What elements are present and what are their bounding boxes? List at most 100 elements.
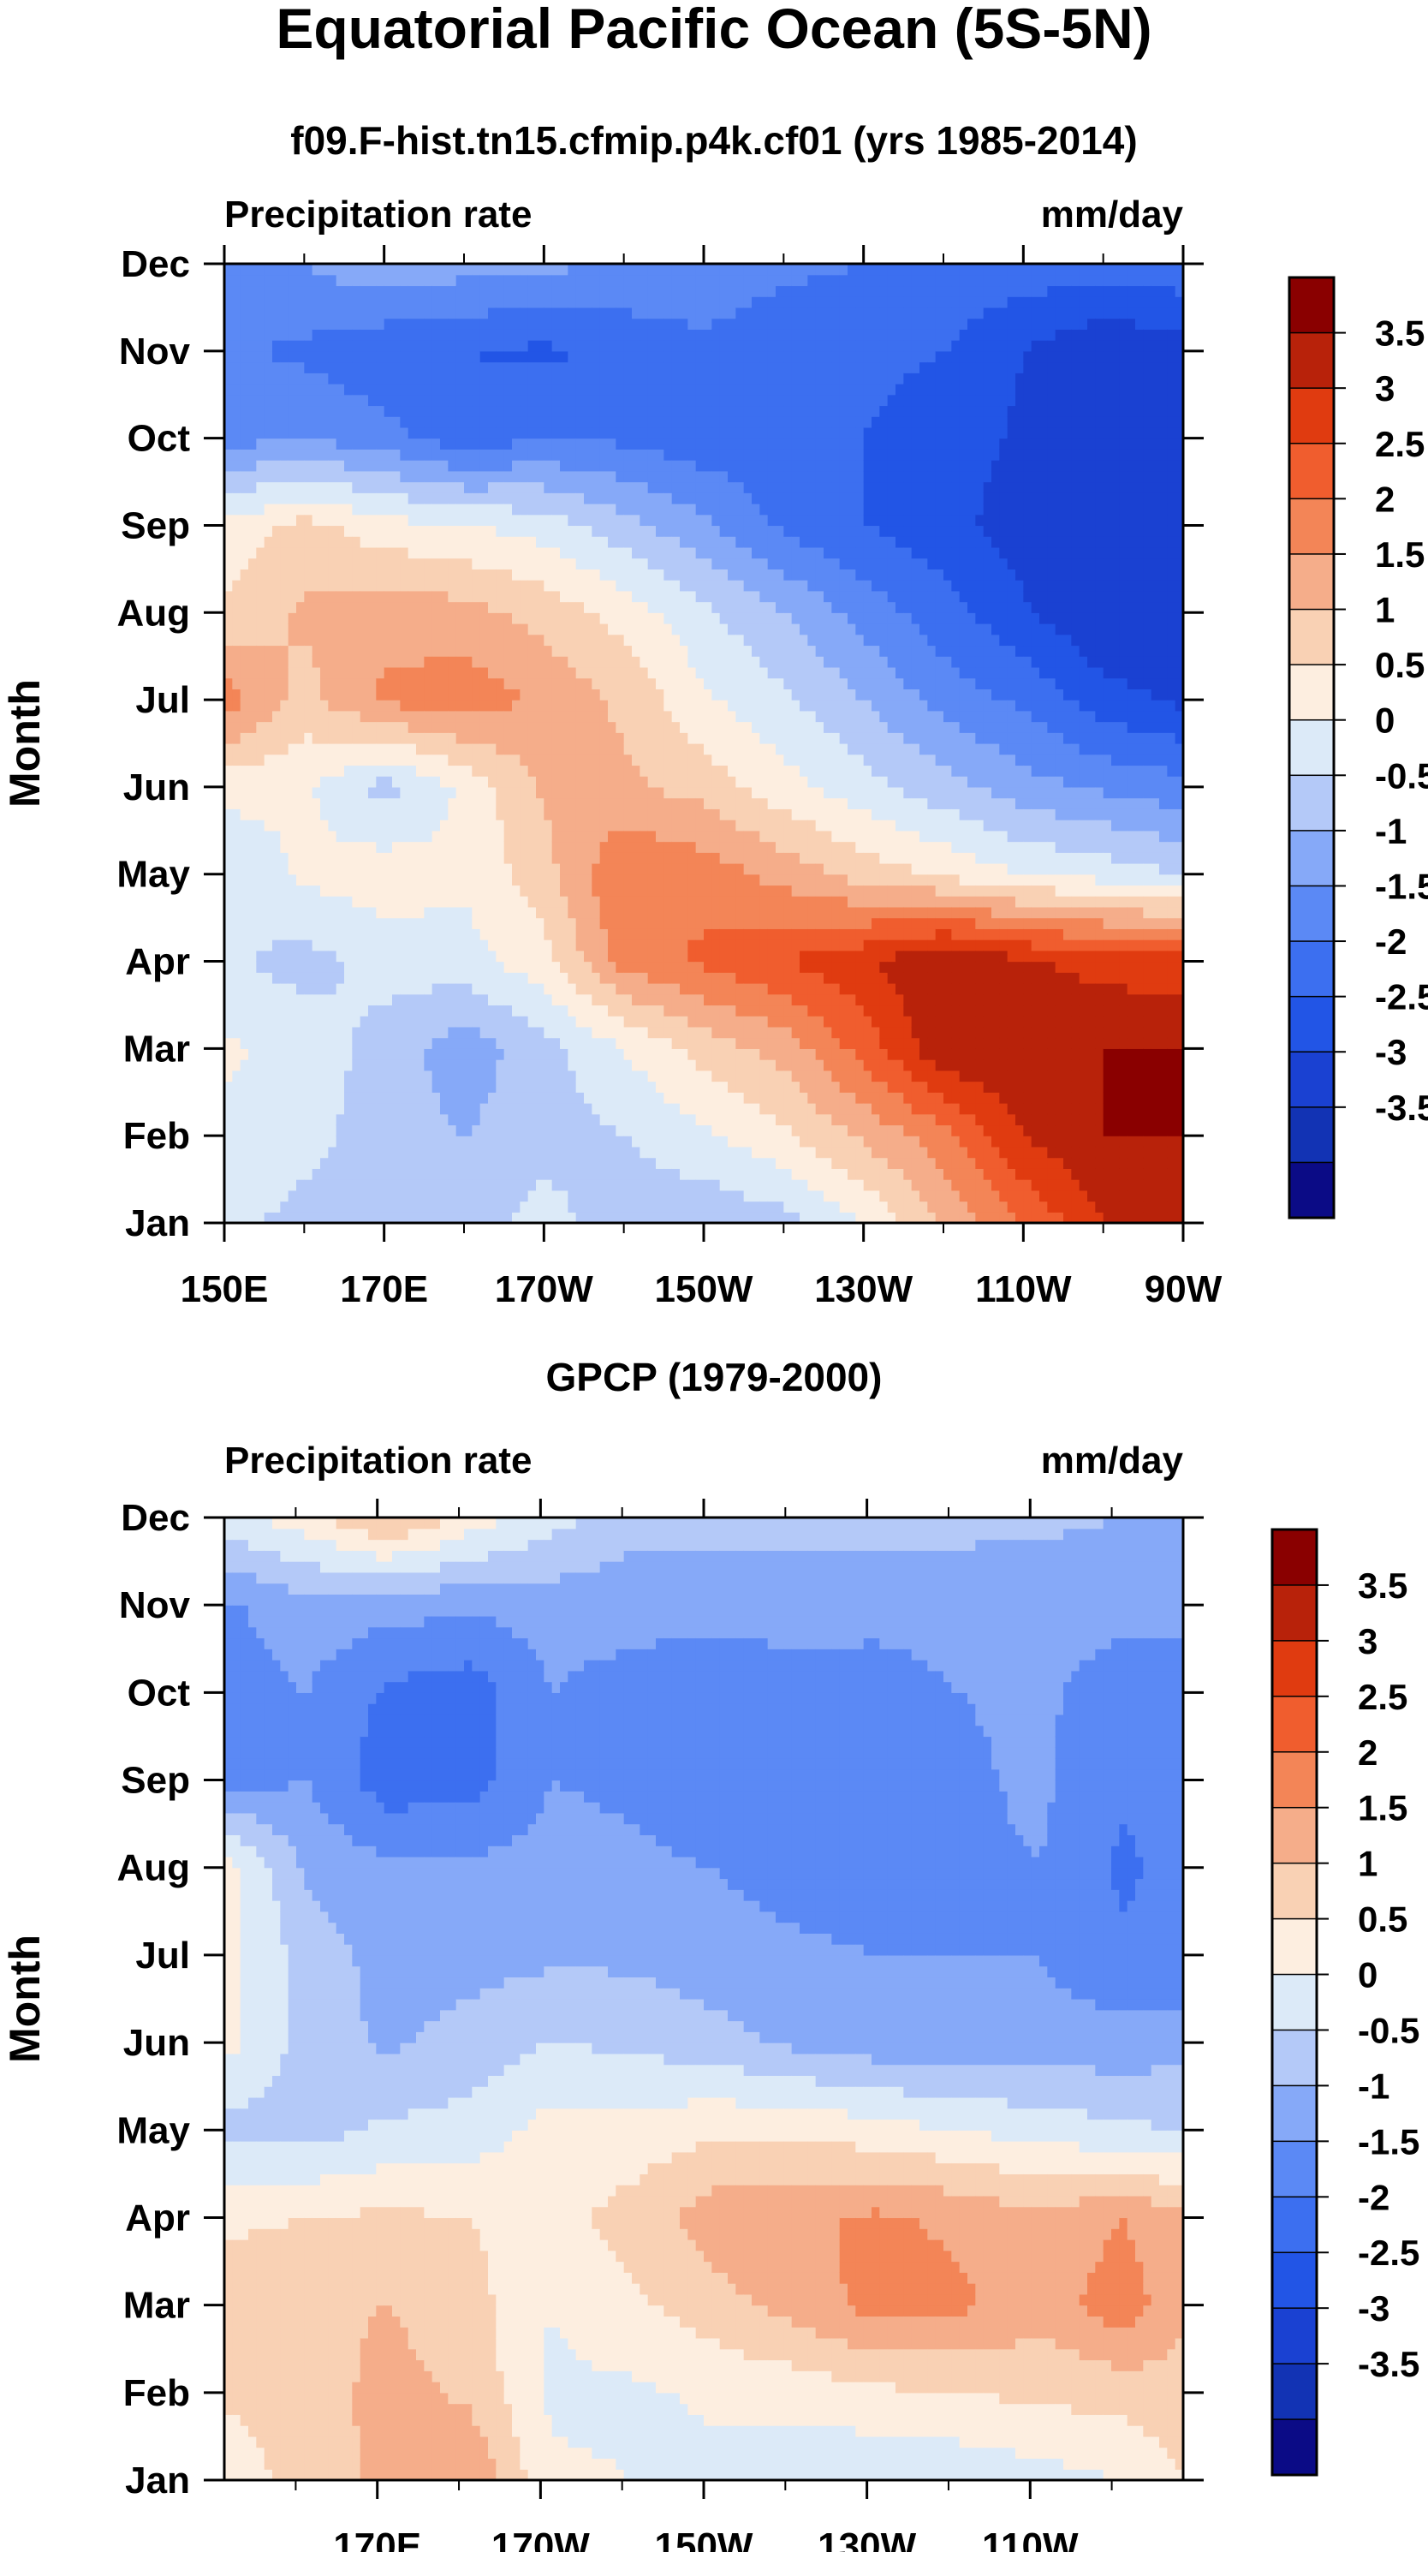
heatmap-cell: [455, 993, 465, 1006]
heatmap-cell: [224, 1092, 233, 1104]
heatmap-cell: [368, 601, 377, 613]
heatmap-cell: [416, 885, 425, 897]
heatmap-cell: [440, 710, 449, 723]
heatmap-cell: [312, 285, 321, 297]
heatmap-cell: [384, 373, 393, 385]
heatmap-cell: [656, 274, 664, 287]
heatmap-cell: [616, 939, 625, 951]
heatmap-cell: [520, 721, 529, 733]
heatmap-cell: [336, 1037, 345, 1049]
heatmap-cell: [256, 405, 265, 417]
heatmap-cell: [431, 438, 441, 450]
heatmap-cell: [479, 666, 489, 679]
heatmap-cell: [400, 874, 409, 886]
heatmap-cell: [520, 700, 529, 712]
heatmap-cell: [224, 481, 233, 493]
heatmap-cell: [640, 416, 649, 428]
heatmap-cell: [256, 700, 265, 712]
heatmap-cell: [400, 1168, 409, 1180]
heatmap-cell: [256, 874, 265, 886]
heatmap-cell: [671, 1136, 681, 1148]
heatmap-cell: [536, 1168, 544, 1180]
heatmap-cell: [336, 1146, 345, 1159]
heatmap-cell: [264, 874, 273, 886]
heatmap-cell: [464, 536, 473, 548]
heatmap-cell: [592, 896, 601, 908]
heatmap-cell: [272, 449, 281, 461]
heatmap-cell: [320, 1059, 329, 1071]
heatmap-cell: [568, 546, 577, 559]
heatmap-cell: [384, 666, 393, 679]
heatmap-cell: [488, 340, 497, 352]
heatmap-cell: [520, 492, 529, 504]
heatmap-cell: [496, 863, 505, 875]
heatmap-cell: [320, 634, 329, 647]
heatmap-cell: [544, 264, 553, 276]
heatmap-cell: [240, 1005, 249, 1017]
heatmap-cell: [599, 318, 609, 330]
heatmap-cell: [232, 808, 241, 820]
heatmap-cell: [416, 384, 425, 396]
heatmap-cell: [640, 1124, 649, 1136]
heatmap-cell: [472, 1124, 481, 1136]
heatmap-cell: [416, 601, 425, 613]
heatmap-cell: [280, 950, 289, 963]
heatmap-cell: [551, 612, 561, 624]
heatmap-cell: [623, 950, 633, 963]
heatmap-cell: [376, 961, 385, 973]
heatmap-cell: [632, 808, 640, 820]
heatmap-cell: [384, 917, 393, 929]
heatmap-cell: [663, 384, 673, 396]
heatmap-cell: [288, 896, 297, 908]
heatmap-cell: [551, 666, 561, 679]
heatmap-cell: [248, 1124, 257, 1136]
heatmap-cell: [656, 546, 664, 559]
heatmap-cell: [352, 580, 361, 592]
heatmap-cell: [640, 558, 649, 569]
heatmap-cell: [232, 863, 241, 875]
heatmap-cell: [536, 426, 544, 439]
heatmap-cell: [632, 569, 640, 581]
heatmap-cell: [503, 852, 513, 864]
heatmap-cell: [616, 318, 625, 330]
heatmap-cell: [384, 601, 393, 613]
heatmap-cell: [431, 1179, 441, 1191]
heatmap-cell: [575, 1092, 585, 1104]
heatmap-cell: [336, 1103, 345, 1115]
heatmap-cell: [647, 754, 657, 766]
heatmap-cell: [520, 307, 529, 319]
heatmap-cell: [384, 405, 393, 417]
heatmap-cell: [568, 786, 577, 799]
heatmap-cell: [320, 1016, 329, 1028]
heatmap-cell: [544, 874, 553, 886]
heatmap-cell: [544, 1124, 553, 1136]
heatmap-cell: [551, 1048, 561, 1060]
heatmap-cell: [384, 874, 393, 886]
heatmap-cell: [280, 481, 289, 493]
heatmap-cell: [392, 841, 401, 853]
heatmap-cell: [328, 514, 337, 527]
heatmap-cell: [368, 1092, 377, 1104]
heatmap-cell: [488, 721, 497, 733]
heatmap-cell: [376, 405, 385, 417]
heatmap-cell: [671, 1092, 681, 1104]
heatmap-cell: [256, 449, 265, 461]
heatmap-cell: [503, 917, 513, 929]
heatmap-cell: [424, 666, 433, 679]
heatmap-cell: [663, 274, 673, 287]
heatmap-cell: [344, 590, 353, 603]
heatmap-cell: [512, 569, 521, 581]
heatmap-cell: [328, 558, 337, 569]
heatmap-cell: [536, 1016, 544, 1028]
heatmap-cell: [512, 634, 521, 647]
heatmap-cell: [479, 264, 489, 276]
heatmap-cell: [544, 710, 553, 723]
heatmap-cell: [344, 1146, 353, 1159]
heatmap-cell: [232, 1005, 241, 1017]
heatmap-cell: [312, 1201, 321, 1213]
heatmap-cell: [544, 580, 553, 592]
heatmap-cell: [440, 983, 449, 995]
heatmap-cell: [384, 1179, 393, 1191]
heatmap-cell: [312, 700, 321, 712]
heatmap-cell: [352, 885, 361, 897]
